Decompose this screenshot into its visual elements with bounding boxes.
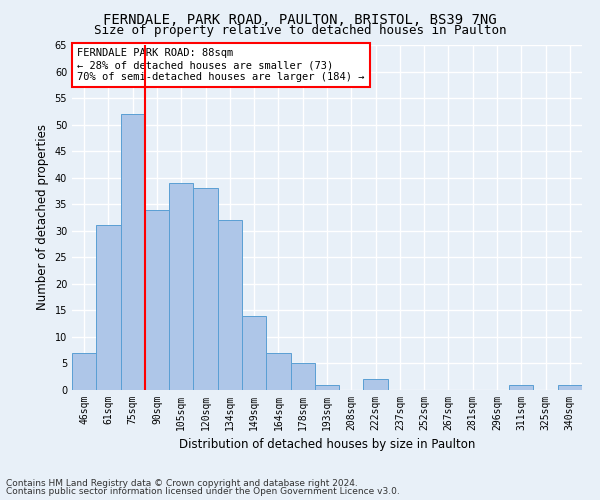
Bar	[72, 353, 96, 390]
Bar	[290, 364, 315, 390]
Bar	[315, 384, 339, 390]
Bar	[364, 380, 388, 390]
Bar	[558, 384, 582, 390]
Text: Size of property relative to detached houses in Paulton: Size of property relative to detached ho…	[94, 24, 506, 37]
Bar	[266, 353, 290, 390]
Bar	[218, 220, 242, 390]
Text: Contains public sector information licensed under the Open Government Licence v3: Contains public sector information licen…	[6, 487, 400, 496]
Bar	[96, 226, 121, 390]
Text: Contains HM Land Registry data © Crown copyright and database right 2024.: Contains HM Land Registry data © Crown c…	[6, 478, 358, 488]
Bar	[169, 183, 193, 390]
X-axis label: Distribution of detached houses by size in Paulton: Distribution of detached houses by size …	[179, 438, 475, 452]
Bar	[193, 188, 218, 390]
Bar	[121, 114, 145, 390]
Bar	[242, 316, 266, 390]
Text: FERNDALE PARK ROAD: 88sqm
← 28% of detached houses are smaller (73)
70% of semi-: FERNDALE PARK ROAD: 88sqm ← 28% of detac…	[77, 48, 365, 82]
Bar	[509, 384, 533, 390]
Bar	[145, 210, 169, 390]
Text: FERNDALE, PARK ROAD, PAULTON, BRISTOL, BS39 7NG: FERNDALE, PARK ROAD, PAULTON, BRISTOL, B…	[103, 12, 497, 26]
Y-axis label: Number of detached properties: Number of detached properties	[36, 124, 49, 310]
